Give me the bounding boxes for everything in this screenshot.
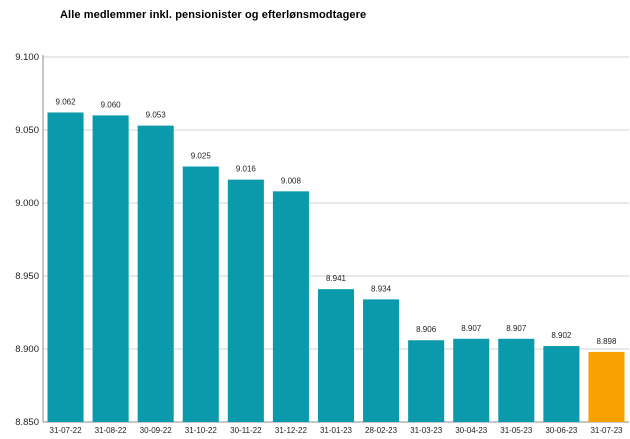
- data-label: 8.906: [416, 325, 437, 334]
- x-tick-label: 28-02-23: [365, 426, 398, 435]
- chart-title: Alle medlemmer inkl. pensionister og eft…: [60, 9, 367, 21]
- y-tick-label: 9.050: [15, 125, 39, 136]
- x-tick-label: 31-07-23: [590, 426, 623, 435]
- data-label: 8.902: [551, 331, 572, 340]
- bar: [137, 125, 174, 423]
- data-label: 9.060: [101, 100, 122, 109]
- data-label: 8.907: [461, 324, 482, 333]
- data-label: 9.025: [191, 152, 212, 161]
- bar: [47, 112, 84, 422]
- bar: [227, 179, 264, 422]
- bar: [588, 351, 625, 422]
- bar: [408, 340, 445, 422]
- y-tick-label: 8.850: [15, 417, 39, 428]
- bar: [543, 346, 580, 422]
- x-tick-label: 31-10-22: [185, 426, 218, 435]
- data-label: 8.907: [506, 324, 527, 333]
- x-tick-label: 31-05-23: [500, 426, 533, 435]
- bar: [317, 289, 355, 422]
- y-tick-label: 8.950: [15, 271, 39, 282]
- bar: [92, 115, 129, 423]
- bar: [453, 338, 490, 422]
- bar: [363, 299, 400, 422]
- y-tick-label: 9.100: [15, 52, 39, 63]
- y-tick-label: 9.000: [15, 198, 39, 209]
- data-label: 9.053: [146, 111, 167, 120]
- data-label: 9.062: [56, 97, 77, 106]
- y-tick-label: 8.900: [15, 344, 39, 355]
- bar: [182, 166, 219, 422]
- bar: [272, 191, 309, 422]
- x-tick-label: 31-03-23: [410, 426, 443, 435]
- x-tick-label: 31-12-22: [275, 426, 308, 435]
- x-tick-label: 30-04-23: [455, 426, 488, 435]
- data-label: 8.941: [326, 274, 347, 283]
- x-tick-label: 30-09-22: [140, 426, 173, 435]
- x-tick-label: 31-01-23: [320, 426, 353, 435]
- x-tick-label: 30-06-23: [545, 426, 578, 435]
- x-tick-label: 31-07-22: [50, 426, 83, 435]
- bar: [498, 338, 535, 422]
- data-label: 9.016: [236, 165, 257, 174]
- data-label: 8.934: [371, 284, 392, 293]
- data-label: 9.008: [281, 176, 302, 185]
- x-tick-label: 30-11-22: [230, 426, 262, 435]
- x-tick-label: 31-08-22: [95, 426, 128, 435]
- data-label: 8.898: [596, 337, 617, 346]
